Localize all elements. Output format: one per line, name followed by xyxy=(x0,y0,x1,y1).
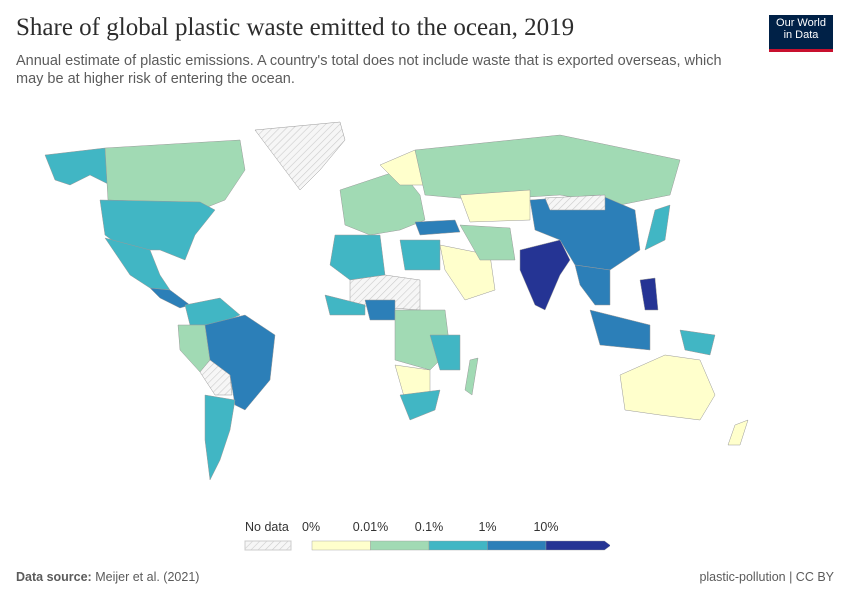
country-southeast-asia[interactable] xyxy=(574,264,611,306)
country-india[interactable] xyxy=(519,239,571,311)
country-south-africa[interactable] xyxy=(399,389,441,421)
legend-no-data-swatch xyxy=(244,540,292,551)
country-north-africa[interactable] xyxy=(329,234,386,281)
country-png[interactable] xyxy=(679,329,716,356)
chart-title: Share of global plastic waste emitted to… xyxy=(16,14,575,41)
country-iran[interactable] xyxy=(459,224,516,261)
country-mongolia[interactable] xyxy=(544,194,606,211)
legend-bin[interactable] xyxy=(487,540,547,551)
legend-bin[interactable] xyxy=(311,540,371,551)
legend-scale: No data 0% 0.01% 0.1% 1% 10% xyxy=(244,520,611,551)
country-greenland[interactable] xyxy=(254,121,346,191)
country-alaska[interactable] xyxy=(44,147,111,186)
legend-tick-label: 1% xyxy=(478,520,496,534)
country-brazil[interactable] xyxy=(204,314,276,411)
country-peru[interactable] xyxy=(177,324,211,373)
legend-tick-label: 0.01% xyxy=(353,520,388,534)
country-bolivia[interactable] xyxy=(199,359,233,396)
legend-tick-label: 10% xyxy=(533,520,558,534)
logo-line-1: Our World xyxy=(776,17,826,29)
country-central-america[interactable] xyxy=(149,287,191,309)
owid-logo[interactable]: Our World in Data xyxy=(769,15,833,52)
legend-tick-label: 0% xyxy=(302,520,320,534)
country-russia[interactable] xyxy=(414,134,681,206)
country-canada[interactable] xyxy=(104,139,246,211)
country-east-africa[interactable] xyxy=(429,334,461,371)
country-australia[interactable] xyxy=(619,354,716,421)
legend-tick-label: 0.1% xyxy=(415,520,444,534)
footer-source: Data source: Meijer et al. (2021) xyxy=(16,570,199,584)
legend-bin[interactable] xyxy=(428,540,488,551)
country-nigeria[interactable] xyxy=(364,299,396,321)
country-indonesia[interactable] xyxy=(589,309,651,351)
country-argentina[interactable] xyxy=(204,394,236,481)
country-kazakhstan[interactable] xyxy=(459,189,531,223)
logo-line-2: in Data xyxy=(783,29,819,41)
country-new-zealand[interactable] xyxy=(727,419,749,446)
country-turkey[interactable] xyxy=(414,219,461,236)
legend-no-data-label: No data xyxy=(245,520,289,534)
legend: No data 0% 0.01% 0.1% 1% 10% xyxy=(240,518,611,556)
country-west-africa[interactable] xyxy=(324,294,366,316)
source-label: Data source: xyxy=(16,570,92,584)
country-japan[interactable] xyxy=(644,204,671,251)
chart-subtitle: Annual estimate of plastic emissions. A … xyxy=(16,53,722,87)
country-madagascar[interactable] xyxy=(464,357,479,396)
legend-bin[interactable] xyxy=(370,540,430,551)
world-map[interactable] xyxy=(0,110,850,510)
legend-bin[interactable] xyxy=(545,540,611,551)
source-link[interactable]: Meijer et al. (2021) xyxy=(95,570,200,584)
country-egypt[interactable] xyxy=(399,239,441,271)
country-philippines[interactable] xyxy=(639,277,659,311)
footer-license[interactable]: plastic-pollution | CC BY xyxy=(699,570,834,584)
